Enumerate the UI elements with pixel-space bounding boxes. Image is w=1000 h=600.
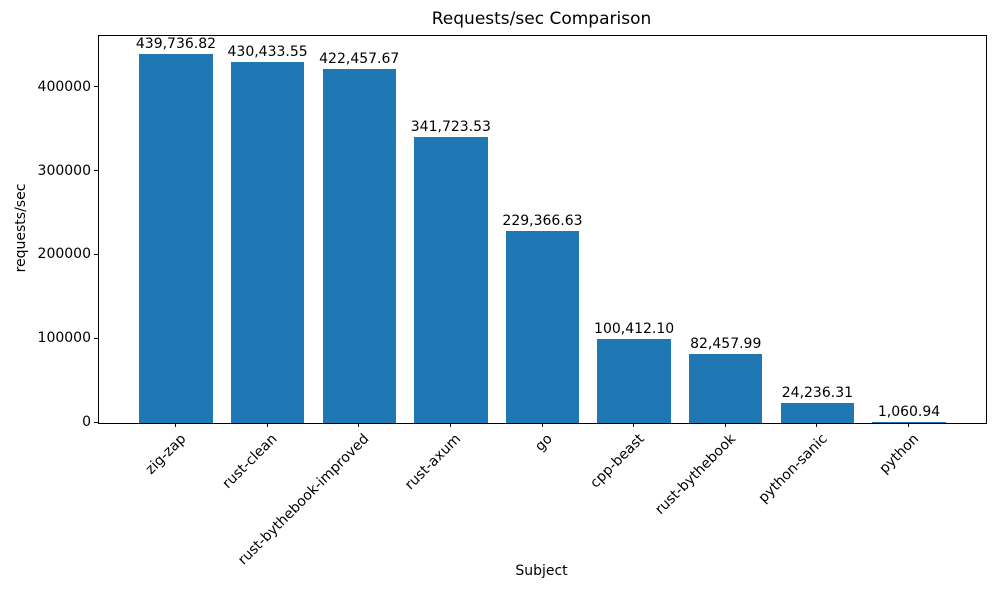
bar-cpp-beast [597,338,671,423]
x-tick-mark [541,423,543,427]
x-tick-mark [908,423,910,427]
x-tick-mark [266,423,268,427]
x-tick-mark [816,423,818,427]
y-tick-label: 400000 [37,78,91,95]
y-tick-label: 0 [82,414,91,430]
bar-value-label-cpp-beast: 100,412.10 [594,320,675,337]
x-tick-label-rust-clean: rust-clean [220,431,281,492]
bar-value-label-rust-axum: 341,723.53 [410,118,491,135]
bar-python [872,422,946,423]
x-tick-label-zig-zap: zig-zap [142,431,190,478]
chart-title: Requests/sec Comparison [431,9,652,29]
x-tick-label-rust-bythebook: rust-bythebook [652,431,740,518]
x-tick-mark [724,423,726,427]
bar-rust-axum [414,136,488,423]
bar-value-label-rust-clean: 430,433.55 [227,44,308,61]
bar-value-label-python: 1,060.94 [877,404,941,421]
x-tick-label-rust-axum: rust-axum [402,431,465,494]
bar-value-label-python-sanic: 24,236.31 [781,384,854,401]
x-tick-mark [449,423,451,427]
bar-zig-zap [139,54,213,423]
y-tick-mark [94,170,98,172]
bar-go [505,230,580,423]
bar-value-label-rust-bythebook-improved: 422,457.67 [319,50,400,67]
bar-rust-bythebook-improved [322,68,396,423]
bar-python-sanic [780,402,855,423]
x-tick-label-python-sanic: python-sanic [755,431,831,507]
x-tick-mark [174,423,176,427]
bar-value-label-go: 229,366.63 [502,212,583,229]
plot-area: 439,736.82 430,433.55 422,457.67 341,723.53… [98,35,987,424]
bar-rust-clean [230,62,305,423]
x-axis-label: Subject [515,563,568,579]
x-tick-label-python: python [876,431,923,477]
y-tick-mark [94,253,98,255]
y-tick-mark [94,86,98,88]
y-tick-label: 100000 [37,330,91,347]
x-tick-mark [633,423,635,427]
bar-value-label-rust-bythebook: 82,457.99 [690,335,762,352]
y-tick-mark [94,421,98,423]
y-tick-label: 300000 [37,162,91,179]
x-tick-label-cpp-beast: cpp-beast [587,431,648,492]
bar-value-label-zig-zap: 439,736.82 [135,36,217,53]
x-tick-label-go: go [532,431,556,455]
y-tick-label: 200000 [37,246,91,263]
x-tick-mark [358,423,360,427]
bar-rust-bythebook [689,353,763,423]
y-tick-mark [94,337,98,339]
